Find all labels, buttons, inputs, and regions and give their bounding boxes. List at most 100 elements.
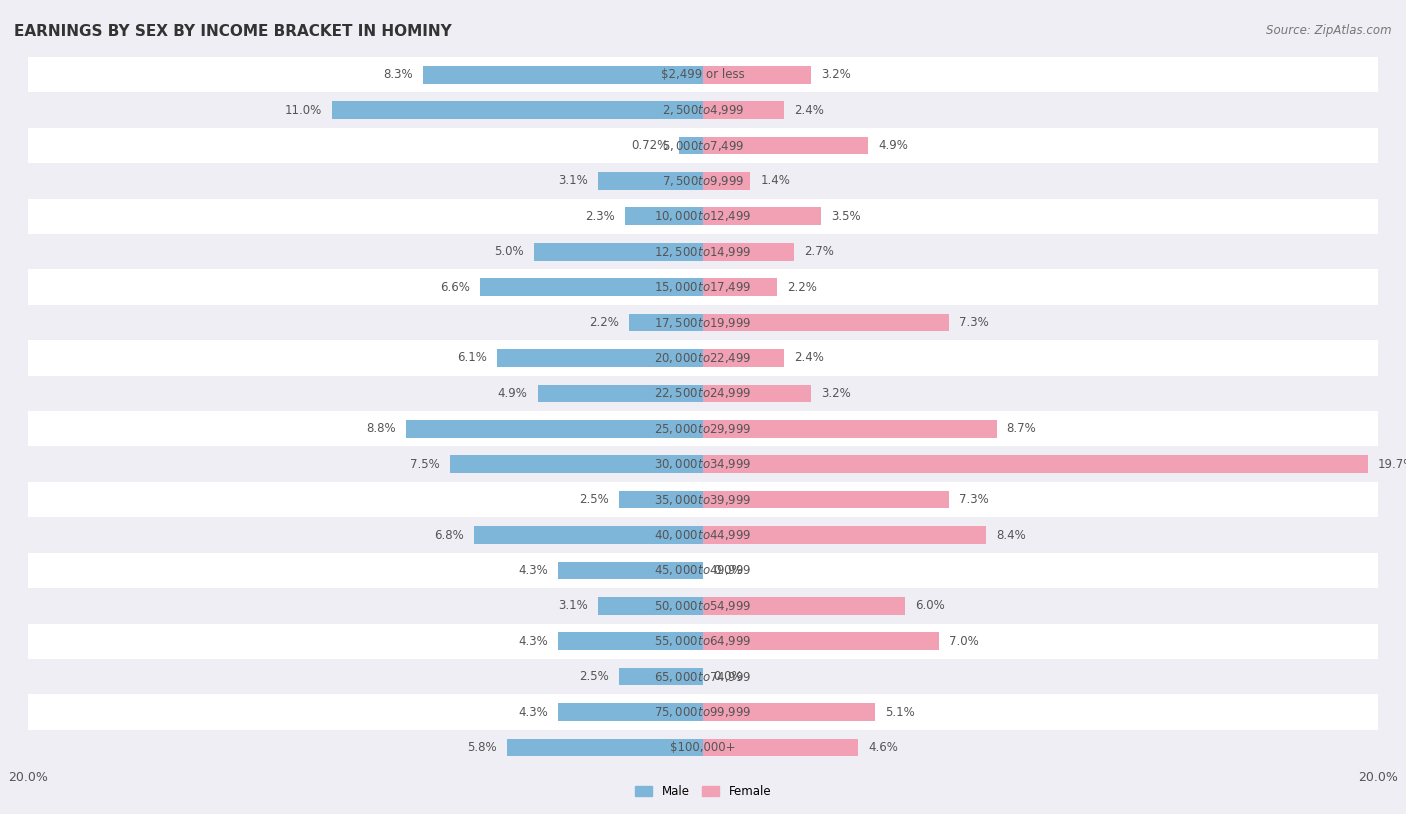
Bar — [28, 482, 1378, 518]
Bar — [703, 243, 794, 260]
Bar — [28, 411, 1378, 446]
Text: 3.2%: 3.2% — [821, 68, 851, 81]
Bar — [406, 420, 703, 438]
Text: 2.2%: 2.2% — [589, 316, 619, 329]
Bar — [423, 66, 703, 84]
Bar — [28, 234, 1378, 269]
Bar — [703, 208, 821, 225]
Bar — [703, 313, 949, 331]
Bar — [619, 667, 703, 685]
Text: 7.3%: 7.3% — [959, 316, 990, 329]
Bar — [703, 491, 949, 509]
Text: $7,500 to $9,999: $7,500 to $9,999 — [662, 174, 744, 188]
Bar — [28, 340, 1378, 375]
Bar — [28, 375, 1378, 411]
Bar — [703, 66, 811, 84]
Text: $75,000 to $99,999: $75,000 to $99,999 — [654, 705, 752, 719]
Bar — [498, 349, 703, 367]
Text: $45,000 to $49,999: $45,000 to $49,999 — [654, 563, 752, 577]
Bar — [28, 57, 1378, 92]
Text: $22,500 to $24,999: $22,500 to $24,999 — [654, 387, 752, 400]
Text: $30,000 to $34,999: $30,000 to $34,999 — [654, 457, 752, 471]
Text: 2.2%: 2.2% — [787, 281, 817, 294]
Text: $55,000 to $64,999: $55,000 to $64,999 — [654, 634, 752, 648]
Bar — [28, 269, 1378, 304]
Text: 8.3%: 8.3% — [384, 68, 413, 81]
Bar — [703, 101, 785, 119]
Bar — [703, 632, 939, 650]
Text: 5.8%: 5.8% — [468, 741, 498, 754]
Text: 5.0%: 5.0% — [495, 245, 524, 258]
Bar — [558, 562, 703, 580]
Text: 3.1%: 3.1% — [558, 174, 588, 187]
Text: 4.9%: 4.9% — [498, 387, 527, 400]
Text: 7.0%: 7.0% — [949, 635, 979, 648]
Bar — [481, 278, 703, 296]
Bar — [703, 597, 905, 615]
Bar — [28, 446, 1378, 482]
Text: 2.7%: 2.7% — [804, 245, 834, 258]
Bar — [28, 199, 1378, 234]
Bar — [28, 128, 1378, 163]
Bar — [537, 384, 703, 402]
Bar — [28, 304, 1378, 340]
Text: $65,000 to $74,999: $65,000 to $74,999 — [654, 670, 752, 684]
Text: 0.72%: 0.72% — [631, 139, 669, 152]
Text: 6.8%: 6.8% — [433, 528, 464, 541]
Bar — [703, 703, 875, 721]
Text: 2.4%: 2.4% — [794, 352, 824, 365]
Text: 6.6%: 6.6% — [440, 281, 470, 294]
Bar — [703, 738, 858, 756]
Bar — [558, 632, 703, 650]
Text: 8.4%: 8.4% — [997, 528, 1026, 541]
Bar — [626, 208, 703, 225]
Bar — [703, 420, 997, 438]
Text: $2,499 or less: $2,499 or less — [661, 68, 745, 81]
Text: 3.1%: 3.1% — [558, 599, 588, 612]
Bar — [28, 659, 1378, 694]
Bar — [558, 703, 703, 721]
Bar — [450, 455, 703, 473]
Text: 7.3%: 7.3% — [959, 493, 990, 506]
Text: EARNINGS BY SEX BY INCOME BRACKET IN HOMINY: EARNINGS BY SEX BY INCOME BRACKET IN HOM… — [14, 24, 451, 39]
Bar — [599, 172, 703, 190]
Text: 4.3%: 4.3% — [517, 706, 548, 719]
Bar — [534, 243, 703, 260]
Text: $35,000 to $39,999: $35,000 to $39,999 — [654, 492, 752, 506]
Text: $20,000 to $22,499: $20,000 to $22,499 — [654, 351, 752, 365]
Text: 3.2%: 3.2% — [821, 387, 851, 400]
Text: 6.1%: 6.1% — [457, 352, 486, 365]
Bar — [28, 588, 1378, 624]
Text: 4.3%: 4.3% — [517, 635, 548, 648]
Text: 5.1%: 5.1% — [886, 706, 915, 719]
Text: 0.0%: 0.0% — [713, 564, 742, 577]
Bar — [28, 730, 1378, 765]
Bar — [679, 137, 703, 155]
Text: 6.0%: 6.0% — [915, 599, 945, 612]
Text: 8.8%: 8.8% — [367, 422, 396, 435]
Bar — [332, 101, 703, 119]
Text: $40,000 to $44,999: $40,000 to $44,999 — [654, 528, 752, 542]
Bar — [619, 491, 703, 509]
Bar — [703, 172, 751, 190]
Text: $12,500 to $14,999: $12,500 to $14,999 — [654, 245, 752, 259]
Bar — [28, 694, 1378, 730]
Text: 2.3%: 2.3% — [585, 210, 616, 223]
Text: $2,500 to $4,999: $2,500 to $4,999 — [662, 103, 744, 117]
Text: 2.5%: 2.5% — [579, 493, 609, 506]
Text: 7.5%: 7.5% — [411, 457, 440, 470]
Bar — [703, 349, 785, 367]
Text: $10,000 to $12,499: $10,000 to $12,499 — [654, 209, 752, 223]
Bar — [599, 597, 703, 615]
Text: $17,500 to $19,999: $17,500 to $19,999 — [654, 316, 752, 330]
Bar — [28, 624, 1378, 659]
Text: $50,000 to $54,999: $50,000 to $54,999 — [654, 599, 752, 613]
Text: 2.5%: 2.5% — [579, 670, 609, 683]
Text: 3.5%: 3.5% — [831, 210, 860, 223]
Bar — [703, 137, 869, 155]
Text: 1.4%: 1.4% — [761, 174, 790, 187]
Text: $5,000 to $7,499: $5,000 to $7,499 — [662, 138, 744, 152]
Bar — [508, 738, 703, 756]
Text: 19.7%: 19.7% — [1378, 457, 1406, 470]
Bar — [28, 518, 1378, 553]
